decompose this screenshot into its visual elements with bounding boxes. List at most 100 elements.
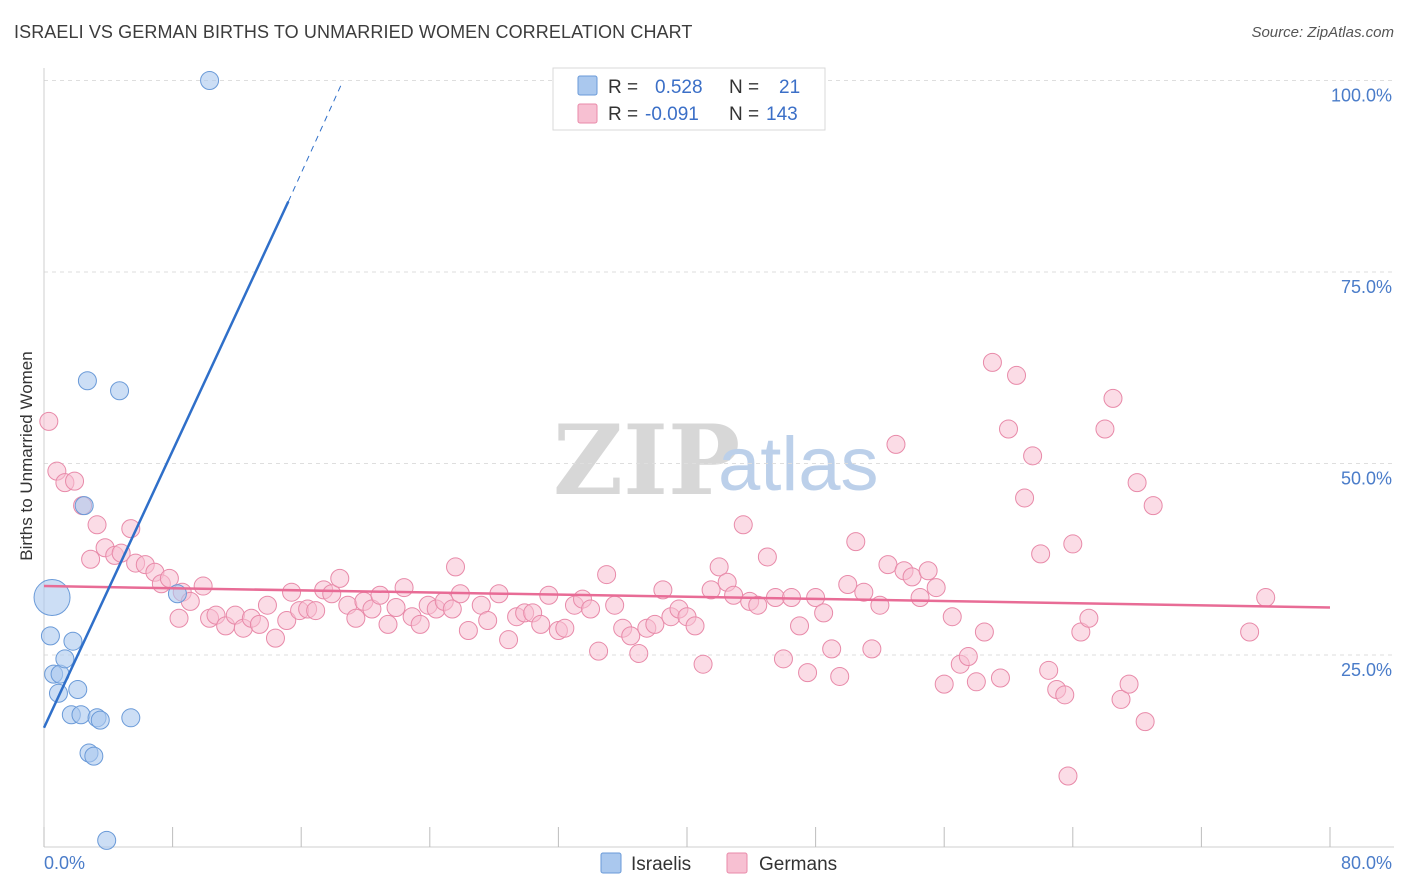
germans-point xyxy=(838,575,858,595)
germans-point xyxy=(974,622,994,642)
germans-point xyxy=(846,532,866,552)
germans-point xyxy=(621,626,641,646)
germans-point xyxy=(814,603,834,623)
germans-point xyxy=(629,643,649,663)
germans-point xyxy=(748,595,768,615)
germans-point xyxy=(442,599,462,619)
germans-point xyxy=(330,568,350,588)
germans-point xyxy=(306,601,326,621)
germans-point xyxy=(926,578,946,598)
germans-point xyxy=(581,599,601,619)
israelis-point xyxy=(48,683,68,703)
israelis-point xyxy=(84,746,104,766)
trendlines xyxy=(42,84,1331,729)
germans-point xyxy=(394,578,414,598)
germans-point xyxy=(597,565,617,585)
germans-point xyxy=(999,419,1018,439)
germans-point xyxy=(322,584,342,604)
y-tick-label: 50.0% xyxy=(1341,469,1392,489)
germans-point xyxy=(81,549,101,569)
germans-point xyxy=(458,620,478,640)
israelis-point xyxy=(55,649,75,669)
germans-point xyxy=(1063,534,1083,554)
germans-point xyxy=(693,654,713,674)
x-tick-label-max: 80.0% xyxy=(1341,853,1392,873)
germans-point xyxy=(193,576,213,596)
bottom-legend-swatch-israelis xyxy=(600,852,622,874)
germans-point xyxy=(685,616,705,636)
germans-point xyxy=(1240,622,1260,642)
bottom-legend-swatch-germans xyxy=(726,852,748,874)
germans-point xyxy=(886,434,906,454)
germans-point xyxy=(790,616,810,636)
germans-point xyxy=(1007,365,1027,385)
germans-point xyxy=(1095,419,1115,439)
germans-point xyxy=(862,639,882,659)
germans-point xyxy=(982,352,1002,372)
germans-point xyxy=(966,672,986,692)
germans-point xyxy=(282,582,302,602)
israelis-point xyxy=(40,626,60,646)
legend-swatch-israelis xyxy=(577,75,598,96)
y-tick-labels: 25.0% 50.0% 75.0% 100.0% xyxy=(1331,86,1392,681)
germans-point xyxy=(830,666,850,686)
y-tick-label: 25.0% xyxy=(1341,660,1392,680)
legend-swatch-germans xyxy=(577,103,598,124)
israelis-trendline-extension xyxy=(287,84,342,202)
germans-point xyxy=(733,515,753,535)
germans-point xyxy=(918,561,938,581)
germans-point xyxy=(773,649,793,669)
germans-point xyxy=(169,608,189,628)
germans-point xyxy=(370,585,390,605)
germans-point xyxy=(1058,766,1078,786)
israelis-point xyxy=(68,679,88,699)
germans-point xyxy=(555,618,575,638)
israelis-point xyxy=(90,710,110,730)
watermark-zip: ZIP xyxy=(553,404,740,517)
israelis-trendline xyxy=(42,201,290,729)
legend-r-value-germans: -0.091 xyxy=(645,104,699,125)
germans-point xyxy=(1256,588,1276,608)
legend-frame xyxy=(552,67,826,131)
germans-point xyxy=(1079,608,1099,628)
germans-point xyxy=(249,614,269,634)
bottom-legend: Israelis Germans xyxy=(600,852,837,875)
germans-point xyxy=(1127,473,1147,493)
germans-point xyxy=(531,614,551,634)
y-tick-label: 75.0% xyxy=(1341,277,1392,297)
germans-point xyxy=(1143,496,1163,516)
germans-points xyxy=(39,352,1276,786)
israelis-point xyxy=(121,708,141,728)
germans-point xyxy=(709,557,729,577)
y-tick-label: 100.0% xyxy=(1331,86,1392,106)
germans-trendline xyxy=(43,584,1331,609)
germans-point xyxy=(1135,712,1155,732)
bottom-legend-label-germans: Germans xyxy=(759,854,837,875)
germans-point xyxy=(902,567,922,587)
watermark-atlas: atlas xyxy=(718,422,879,507)
germans-point xyxy=(378,614,398,634)
germans-point xyxy=(822,639,842,659)
germans-point xyxy=(934,674,954,694)
israelis-point xyxy=(33,579,71,617)
axes xyxy=(43,68,1394,848)
germans-point xyxy=(653,580,673,600)
germans-point xyxy=(1031,544,1051,564)
germans-point xyxy=(446,557,466,577)
germans-point xyxy=(1023,446,1043,466)
germans-point xyxy=(942,607,962,627)
germans-point xyxy=(645,614,665,634)
germans-point xyxy=(798,663,818,683)
germans-point xyxy=(701,580,721,600)
x-tick-label-min: 0.0% xyxy=(44,853,85,873)
y-axis-title: Births to Unmarried Women xyxy=(17,351,36,560)
chart-title: ISRAELI VS GERMAN BIRTHS TO UNMARRIED WO… xyxy=(14,22,693,42)
israelis-point xyxy=(200,71,220,90)
germans-point xyxy=(1111,689,1131,709)
germans-point xyxy=(878,555,898,575)
israelis-point xyxy=(110,381,130,401)
watermark: ZIP atlas xyxy=(553,404,879,517)
legend-box: R = 0.528 N = 21 R = -0.091 N = 143 xyxy=(552,67,826,131)
germans-point xyxy=(478,611,498,631)
